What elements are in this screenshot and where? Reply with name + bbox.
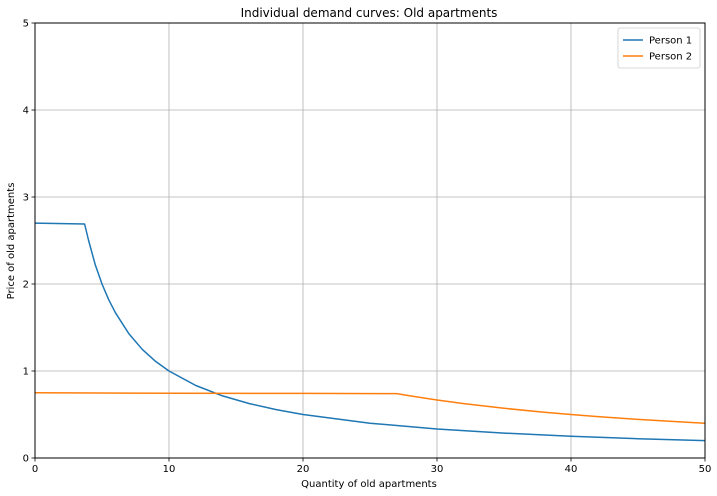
x-tick-label: 40 xyxy=(565,464,578,475)
y-tick-label: 1 xyxy=(23,367,29,378)
y-tick-label: 4 xyxy=(23,106,29,117)
legend: Person 1 Person 2 xyxy=(617,27,701,69)
grid xyxy=(34,22,706,459)
y-tick-label: 5 xyxy=(23,19,29,30)
x-tick-label: 30 xyxy=(431,464,444,475)
x-axis-label: Quantity of old apartments xyxy=(301,479,437,490)
plot-frame xyxy=(34,22,706,459)
x-tick-label: 50 xyxy=(699,464,712,475)
y-tick-label: 2 xyxy=(23,280,29,291)
legend-label: Person 1 xyxy=(649,36,692,47)
y-axis-label: Price of old apartments xyxy=(6,183,17,300)
y-tick-label: 3 xyxy=(23,193,29,204)
y-tick-label: 0 xyxy=(23,454,29,465)
series-line-person-1 xyxy=(34,222,706,442)
legend-box xyxy=(617,27,701,69)
legend-label: Person 2 xyxy=(649,52,692,63)
x-tick-label: 20 xyxy=(297,464,310,475)
x-tick-label: 0 xyxy=(32,464,38,475)
x-axis: 0 10 20 30 40 50 xyxy=(32,458,712,475)
series-lines xyxy=(34,222,706,442)
chart-title: Individual demand curves: Old apartments xyxy=(241,6,498,20)
y-axis: 0 1 2 3 4 5 xyxy=(23,19,35,465)
series-line-person-2 xyxy=(34,392,706,424)
x-tick-label: 10 xyxy=(163,464,176,475)
